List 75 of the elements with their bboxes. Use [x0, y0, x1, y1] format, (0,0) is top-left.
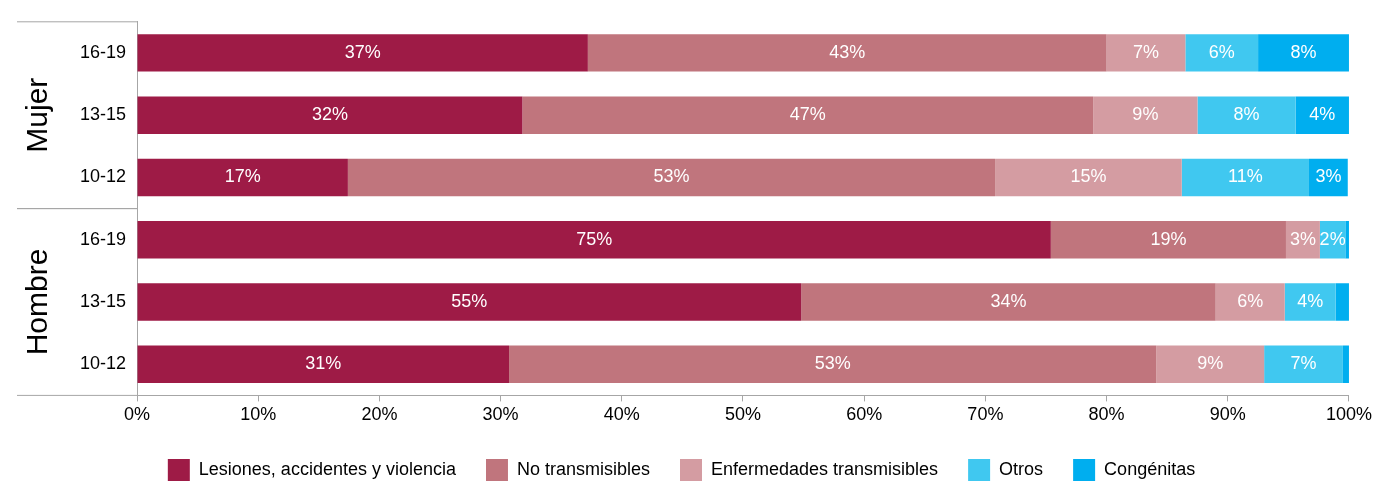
- legend-label: Congénitas: [1104, 458, 1196, 479]
- data-label: 75%: [576, 228, 613, 249]
- legend-label: Otros: [999, 458, 1044, 479]
- legend-label: Enfermedades transmisibles: [711, 458, 939, 479]
- bar: [995, 158, 1182, 197]
- y-tick-label: 16-19: [79, 41, 126, 62]
- data-label: 4%: [1309, 104, 1336, 125]
- data-label: 43%: [829, 41, 866, 62]
- data-label: 9%: [1132, 104, 1159, 125]
- bar: [137, 283, 802, 321]
- data-label: 7%: [1290, 353, 1317, 374]
- bar: [1284, 283, 1336, 321]
- bar: [801, 283, 1216, 321]
- x-tick-label: 80%: [1088, 404, 1125, 425]
- data-label: 32%: [311, 104, 348, 125]
- text: Hombre: [20, 248, 54, 356]
- bar: [1050, 221, 1286, 259]
- y-tick-label: 10-12: [79, 166, 126, 187]
- bar: [137, 221, 1051, 259]
- bar: [1264, 345, 1343, 383]
- data-label: 3%: [1315, 166, 1342, 187]
- x-tick-label: 100%: [1325, 404, 1372, 425]
- bar: [347, 158, 996, 197]
- bar: [137, 158, 348, 197]
- data-label: 53%: [653, 166, 690, 187]
- data-label: 15%: [1070, 166, 1107, 187]
- data-label: 8%: [1233, 104, 1260, 125]
- y-tick-label: 10-12: [79, 353, 126, 374]
- bar: [1181, 158, 1309, 197]
- data-label: 37%: [344, 41, 381, 62]
- x-tick-label: 90%: [1209, 404, 1246, 425]
- bar: [1106, 34, 1186, 72]
- data-label: 55%: [451, 290, 488, 311]
- x-tick-label: 10%: [240, 404, 277, 425]
- x-tick-label: 30%: [482, 404, 519, 425]
- bar: [137, 96, 523, 134]
- legend-label: No transmisibles: [516, 458, 651, 479]
- y-tick-label: 16-19: [79, 228, 126, 249]
- bar: [137, 34, 588, 72]
- data-label: 4%: [1297, 290, 1324, 311]
- data-label: 8%: [1290, 41, 1317, 62]
- x-tick-label: 0%: [123, 404, 151, 425]
- bar: [1215, 283, 1285, 321]
- data-label: 6%: [1237, 290, 1264, 311]
- data-label: 47%: [789, 104, 826, 125]
- x-tick-label: 20%: [361, 404, 398, 425]
- data-label: 3%: [1289, 228, 1316, 249]
- data-label: 34%: [990, 290, 1027, 311]
- data-label: 2%: [1319, 228, 1346, 249]
- bar: [1093, 96, 1198, 134]
- bar: [522, 96, 1094, 134]
- y-tick-label: 13-15: [79, 290, 126, 311]
- data-label: 9%: [1197, 353, 1224, 374]
- data-label: 7%: [1132, 41, 1159, 62]
- bar: [1185, 34, 1259, 72]
- x-tick-label: 40%: [603, 404, 640, 425]
- data-label: 6%: [1208, 41, 1235, 62]
- bar: [1335, 283, 1349, 321]
- data-label: 31%: [305, 353, 342, 374]
- x-tick-label: 70%: [967, 404, 1004, 425]
- data-label: 17%: [224, 166, 261, 187]
- legend-label: Lesiones, accidentes y violencia: [198, 458, 457, 479]
- bar: [509, 345, 1157, 383]
- text: Mujer: [20, 77, 54, 153]
- data-label: 53%: [814, 353, 851, 374]
- bar: [587, 34, 1107, 72]
- x-tick-label: 60%: [846, 404, 883, 425]
- bar: [1197, 96, 1296, 134]
- data-label: 19%: [1150, 228, 1187, 249]
- bar: [1258, 34, 1349, 72]
- bar: [137, 345, 510, 383]
- x-tick-label: 50%: [724, 404, 762, 425]
- y-tick-label: 13-15: [79, 104, 126, 125]
- bar: [1156, 345, 1265, 383]
- data-label: 11%: [1228, 166, 1263, 187]
